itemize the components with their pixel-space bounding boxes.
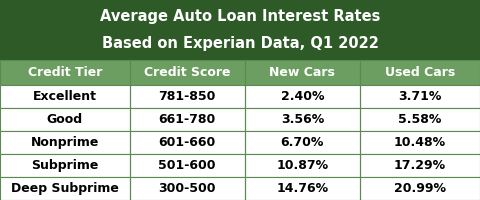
Bar	[0, 60, 480, 85]
Text: Used Cars: Used Cars	[385, 66, 455, 79]
Bar	[130, 60, 245, 85]
Bar	[360, 177, 480, 200]
Bar	[130, 177, 245, 200]
Bar	[130, 85, 245, 108]
Text: 2.40%: 2.40%	[281, 90, 324, 103]
Bar	[360, 131, 480, 154]
Bar	[0, 0, 480, 60]
Text: 300-500: 300-500	[158, 182, 216, 195]
Bar	[0, 131, 480, 154]
Text: 5.58%: 5.58%	[398, 113, 442, 126]
Text: 6.70%: 6.70%	[281, 136, 324, 149]
Text: 781-850: 781-850	[158, 90, 216, 103]
Text: 3.71%: 3.71%	[398, 90, 442, 103]
Text: 3.56%: 3.56%	[281, 113, 324, 126]
Bar	[245, 108, 360, 131]
Bar	[245, 85, 360, 108]
Text: 501-600: 501-600	[158, 159, 216, 172]
Text: Credit Tier: Credit Tier	[28, 66, 102, 79]
Text: Based on Experian Data, Q1 2022: Based on Experian Data, Q1 2022	[102, 36, 378, 51]
Text: 661-780: 661-780	[158, 113, 216, 126]
Text: Subprime: Subprime	[31, 159, 98, 172]
Text: Credit Score: Credit Score	[144, 66, 230, 79]
Bar	[0, 154, 480, 177]
Bar	[130, 131, 245, 154]
Bar	[360, 85, 480, 108]
Bar	[245, 131, 360, 154]
Text: 10.48%: 10.48%	[394, 136, 446, 149]
Bar	[360, 108, 480, 131]
Text: 17.29%: 17.29%	[394, 159, 446, 172]
Text: Average Auto Loan Interest Rates: Average Auto Loan Interest Rates	[100, 9, 380, 24]
Bar	[0, 108, 130, 131]
Text: Deep Subprime: Deep Subprime	[11, 182, 119, 195]
Bar	[245, 177, 360, 200]
Text: 10.87%: 10.87%	[276, 159, 328, 172]
Bar	[130, 154, 245, 177]
Bar	[130, 108, 245, 131]
Text: Excellent: Excellent	[33, 90, 97, 103]
Bar	[360, 154, 480, 177]
Text: 20.99%: 20.99%	[394, 182, 446, 195]
Text: Nonprime: Nonprime	[31, 136, 99, 149]
Bar	[0, 154, 130, 177]
Bar	[0, 177, 130, 200]
Bar	[245, 154, 360, 177]
Bar	[0, 85, 480, 108]
Bar	[0, 85, 130, 108]
Text: 14.76%: 14.76%	[276, 182, 328, 195]
Bar	[0, 131, 130, 154]
Bar	[0, 177, 480, 200]
Bar	[360, 60, 480, 85]
Bar	[0, 60, 130, 85]
Bar	[245, 60, 360, 85]
Text: New Cars: New Cars	[269, 66, 336, 79]
Bar	[0, 108, 480, 131]
Text: 601-660: 601-660	[158, 136, 216, 149]
Text: Good: Good	[47, 113, 83, 126]
